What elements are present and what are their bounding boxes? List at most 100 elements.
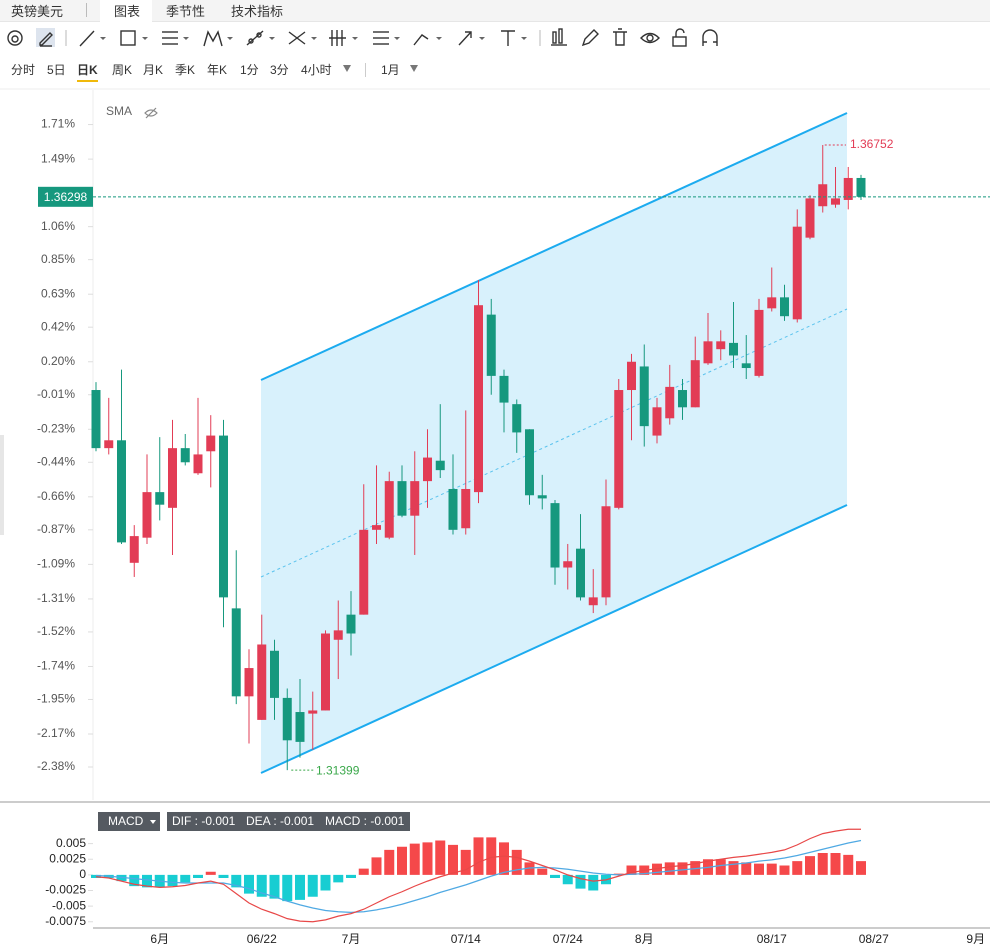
macd-bar: [856, 861, 866, 875]
period[interactable]: 4小时: [301, 63, 332, 77]
caret[interactable]: [343, 65, 351, 72]
period[interactable]: 周K: [112, 63, 133, 77]
candle-body: [384, 481, 394, 538]
visibility-icon[interactable]: [144, 107, 158, 119]
candle-body: [117, 440, 126, 543]
last-price-label: 1.36298: [44, 190, 88, 204]
candle-body: [397, 481, 407, 516]
period[interactable]: 季K: [175, 63, 196, 77]
period[interactable]: 5日: [47, 63, 66, 77]
macd-bar: [486, 837, 497, 875]
macd-bar: [792, 861, 803, 875]
candle-body: [665, 386, 675, 419]
y-tick-label: -2.38%: [37, 759, 75, 773]
tab[interactable]: 季节性: [166, 4, 206, 19]
tool-icon[interactable]: [79, 30, 106, 47]
tool-icon[interactable]: [702, 29, 718, 46]
y-tick-label: 0.20%: [41, 354, 75, 368]
macd-bar: [754, 863, 764, 875]
macd-bar: [613, 873, 624, 875]
tool-icon[interactable]: [7, 30, 23, 46]
candle-body: [499, 375, 509, 403]
x-tick-label: 08/27: [859, 932, 889, 946]
macd-bar: [766, 863, 777, 875]
caret[interactable]: [410, 65, 418, 72]
tool-icon[interactable]: [373, 31, 400, 45]
macd-button[interactable]: [98, 812, 160, 831]
period[interactable]: 3分: [270, 63, 289, 77]
tab[interactable]: 技术指标: [231, 4, 284, 19]
candle-body: [588, 597, 598, 606]
macd-bar: [129, 874, 140, 887]
tool-icon[interactable]: [640, 32, 660, 44]
tool-icon[interactable]: [613, 28, 627, 46]
macd-bar: [473, 837, 484, 875]
period[interactable]: 日K: [77, 61, 98, 82]
tool-icon[interactable]: [288, 31, 317, 45]
tool-icon[interactable]: [329, 30, 358, 46]
macd-bar: [843, 854, 854, 875]
y-tick-label: -0.0075: [45, 914, 86, 928]
y-tick-label: -0.87%: [37, 522, 75, 536]
macd-bar: [715, 859, 726, 875]
candle-body: [805, 198, 815, 238]
candle-body: [231, 608, 241, 697]
candle-body: [410, 481, 420, 516]
macd-bar: [384, 849, 395, 875]
candle-body: [652, 407, 662, 436]
active-tab-bg: [100, 0, 152, 22]
y-tick-label: -2.17%: [37, 726, 75, 740]
period[interactable]: 分时: [11, 63, 36, 77]
x-tick-label: 6月: [150, 932, 169, 946]
candle-body: [308, 710, 318, 714]
y-tick-label: -1.31%: [37, 591, 75, 605]
period[interactable]: 年K: [207, 63, 228, 77]
macd-bar: [499, 842, 509, 875]
candle-body: [831, 198, 840, 205]
macd-bar: [320, 874, 331, 891]
period[interactable]: 1分: [240, 63, 259, 77]
macd-bar: [142, 874, 152, 888]
candle-body: [678, 390, 687, 408]
tool-icon[interactable]: [36, 28, 55, 47]
tool-icon[interactable]: [162, 31, 189, 45]
macd-bar: [231, 874, 242, 888]
candle-body: [257, 644, 267, 720]
tool-icon[interactable]: [581, 29, 599, 47]
candle-body: [614, 390, 624, 508]
readout: DEA : -0.001: [246, 814, 314, 828]
tool-icon[interactable]: [501, 30, 527, 46]
tab[interactable]: 图表: [114, 4, 141, 19]
tool-icon[interactable]: [246, 30, 275, 46]
period-bar: 分时 5日 日K 周K 月K 季K 年K 1分 3分 4小时 1月: [0, 58, 990, 82]
macd-bar: [537, 868, 548, 875]
macd-bar: [830, 853, 841, 875]
symbol: 英镑美元: [11, 4, 64, 19]
candle-body: [792, 226, 802, 320]
tool-icon[interactable]: [413, 34, 442, 46]
tool-icon[interactable]: [458, 31, 485, 46]
macd-bar: [550, 874, 560, 878]
macd-bar: [435, 840, 446, 875]
candle-body: [104, 440, 114, 449]
tool-icon[interactable]: [672, 28, 687, 47]
candle-body: [423, 457, 432, 482]
period[interactable]: 月K: [143, 63, 164, 77]
candle-body: [333, 630, 343, 640]
candle-body: [129, 536, 139, 563]
candle-body: [639, 366, 649, 427]
macd-bar: [307, 874, 318, 897]
divider: [365, 63, 366, 77]
tool-icon[interactable]: [120, 30, 148, 46]
macd-bar: [409, 843, 420, 875]
candle-body: [767, 297, 777, 309]
tool-icon[interactable]: [551, 28, 567, 46]
range[interactable]: 1月: [381, 63, 400, 77]
candle-body: [856, 177, 866, 197]
tool-icon[interactable]: [203, 30, 233, 47]
macd-bar: [422, 842, 433, 875]
macd-bar: [448, 844, 458, 875]
y-tick-label: 1.49%: [41, 151, 75, 165]
candle-body: [244, 668, 254, 697]
